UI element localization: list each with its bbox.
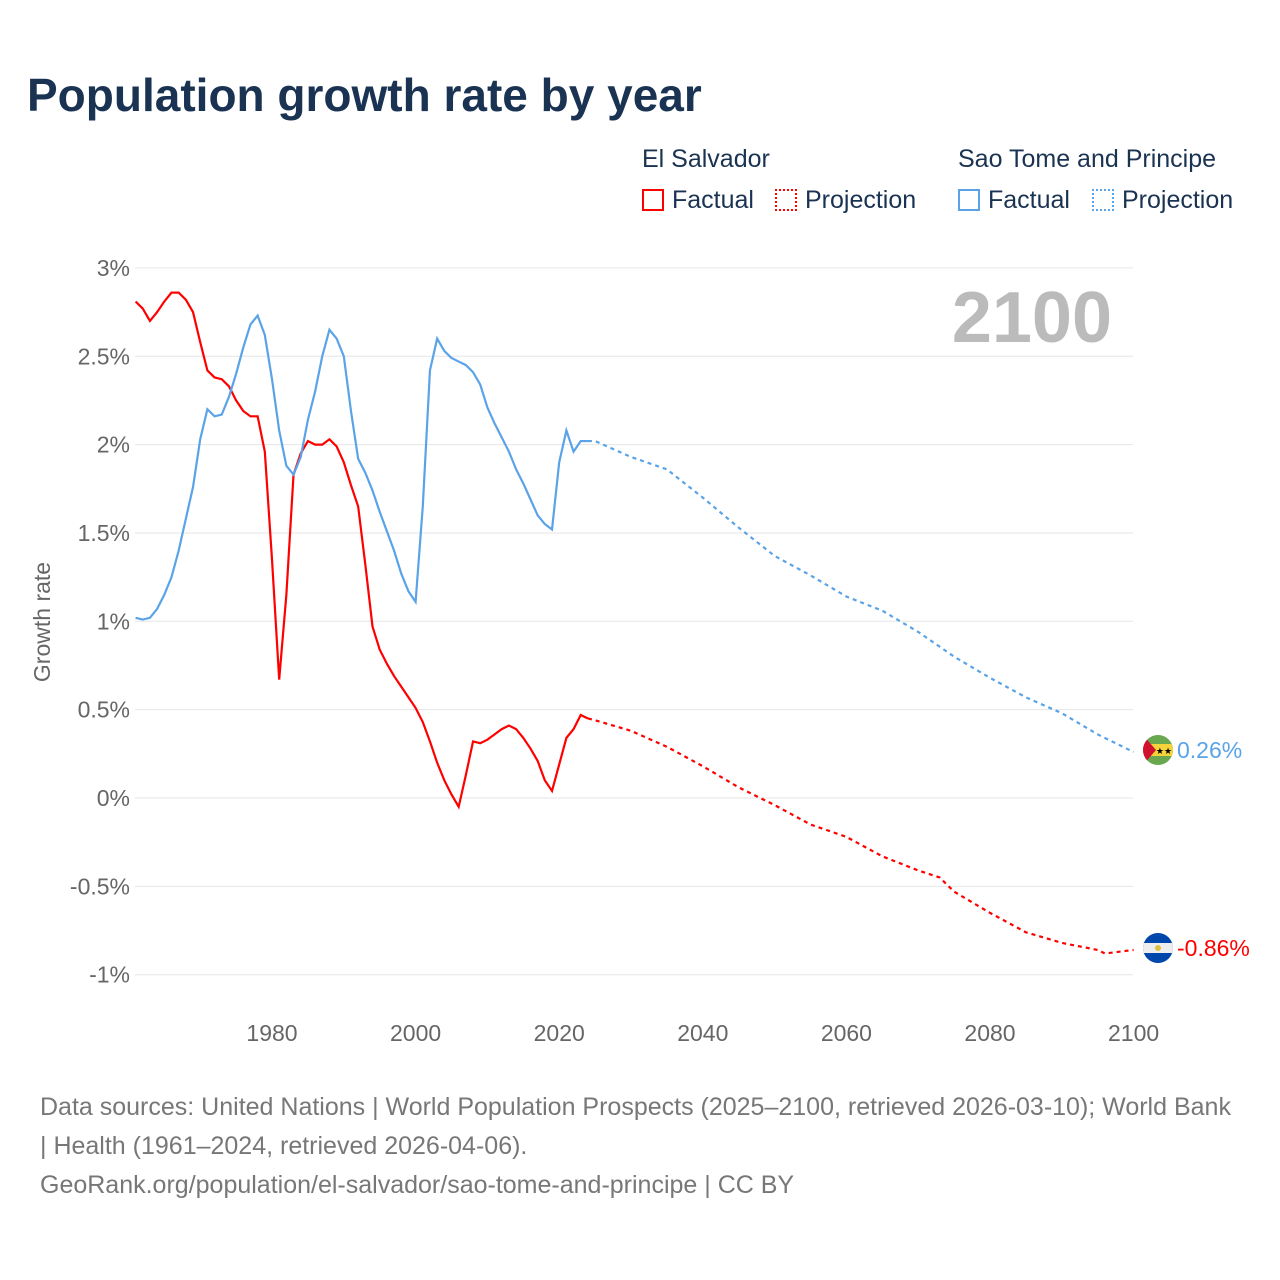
y-tick-label: 1.5% <box>78 520 130 546</box>
legend-st-factual[interactable]: Factual <box>958 186 1070 215</box>
x-tick-label: 2000 <box>390 1020 441 1046</box>
legend-label: Factual <box>988 186 1070 214</box>
footer: Data sources: United Nations | World Pop… <box>40 1088 1240 1205</box>
legend-label: Factual <box>672 186 754 214</box>
data-sources: Data sources: United Nations | World Pop… <box>40 1093 1231 1160</box>
y-tick-label: 0.5% <box>78 697 130 723</box>
x-tick-label: 2020 <box>534 1020 585 1046</box>
x-tick-label: 2100 <box>1108 1020 1159 1046</box>
legend-swatch <box>642 189 664 211</box>
y-tick-label: 3% <box>97 255 130 281</box>
series-line-projection-1 <box>587 439 1135 754</box>
svg-text:★★: ★★ <box>1156 746 1172 756</box>
flag-sao-tome-icon: ★★ <box>1143 735 1173 765</box>
x-tick-label: 2060 <box>821 1020 872 1046</box>
y-tick-label: -0.5% <box>70 873 130 899</box>
legend-es-projection[interactable]: Projection <box>775 186 916 215</box>
legend-label: Projection <box>1122 186 1234 214</box>
series-line-factual-0 <box>134 291 589 810</box>
chart-title: Population growth rate by year <box>27 69 702 121</box>
end-label-sao-tome: 0.26% <box>1177 737 1242 763</box>
flag-el-salvador-icon <box>1143 933 1173 963</box>
legend-swatch <box>958 189 980 211</box>
legend-label: Projection <box>805 186 917 214</box>
y-tick-label: 2% <box>97 432 130 458</box>
source-link[interactable]: GeoRank.org/population/el-salvador/sao-t… <box>40 1171 795 1199</box>
x-tick-label: 1980 <box>246 1020 297 1046</box>
plot-area: 3% 2.5% 2% 1.5% 1% 0.5% 0% -0.5% -1% 1980 2000 2020… <box>29 255 1250 1046</box>
year-label: 2100 <box>952 278 1112 358</box>
series-line-projection-0 <box>587 717 1134 955</box>
legend-swatch <box>775 189 797 211</box>
y-axis-label: Growth rate <box>29 562 55 682</box>
x-tick-label: 2080 <box>964 1020 1015 1046</box>
legend-st-projection[interactable]: Projection <box>1092 186 1233 215</box>
end-label-el-salvador: -0.86% <box>1177 935 1250 961</box>
legend-group-el-salvador: El Salvador <box>642 145 770 173</box>
legend-swatch <box>1092 189 1114 211</box>
y-tick-label: 2.5% <box>78 343 130 369</box>
legend-group-sao-tome: Sao Tome and Principe <box>958 145 1217 173</box>
y-tick-label: 0% <box>97 785 130 811</box>
y-tick-label: -1% <box>89 962 130 988</box>
legend-es-factual[interactable]: Factual <box>642 186 754 215</box>
y-tick-label: 1% <box>97 608 130 634</box>
series-line-factual-1 <box>135 313 588 621</box>
x-tick-label: 2040 <box>677 1020 728 1046</box>
